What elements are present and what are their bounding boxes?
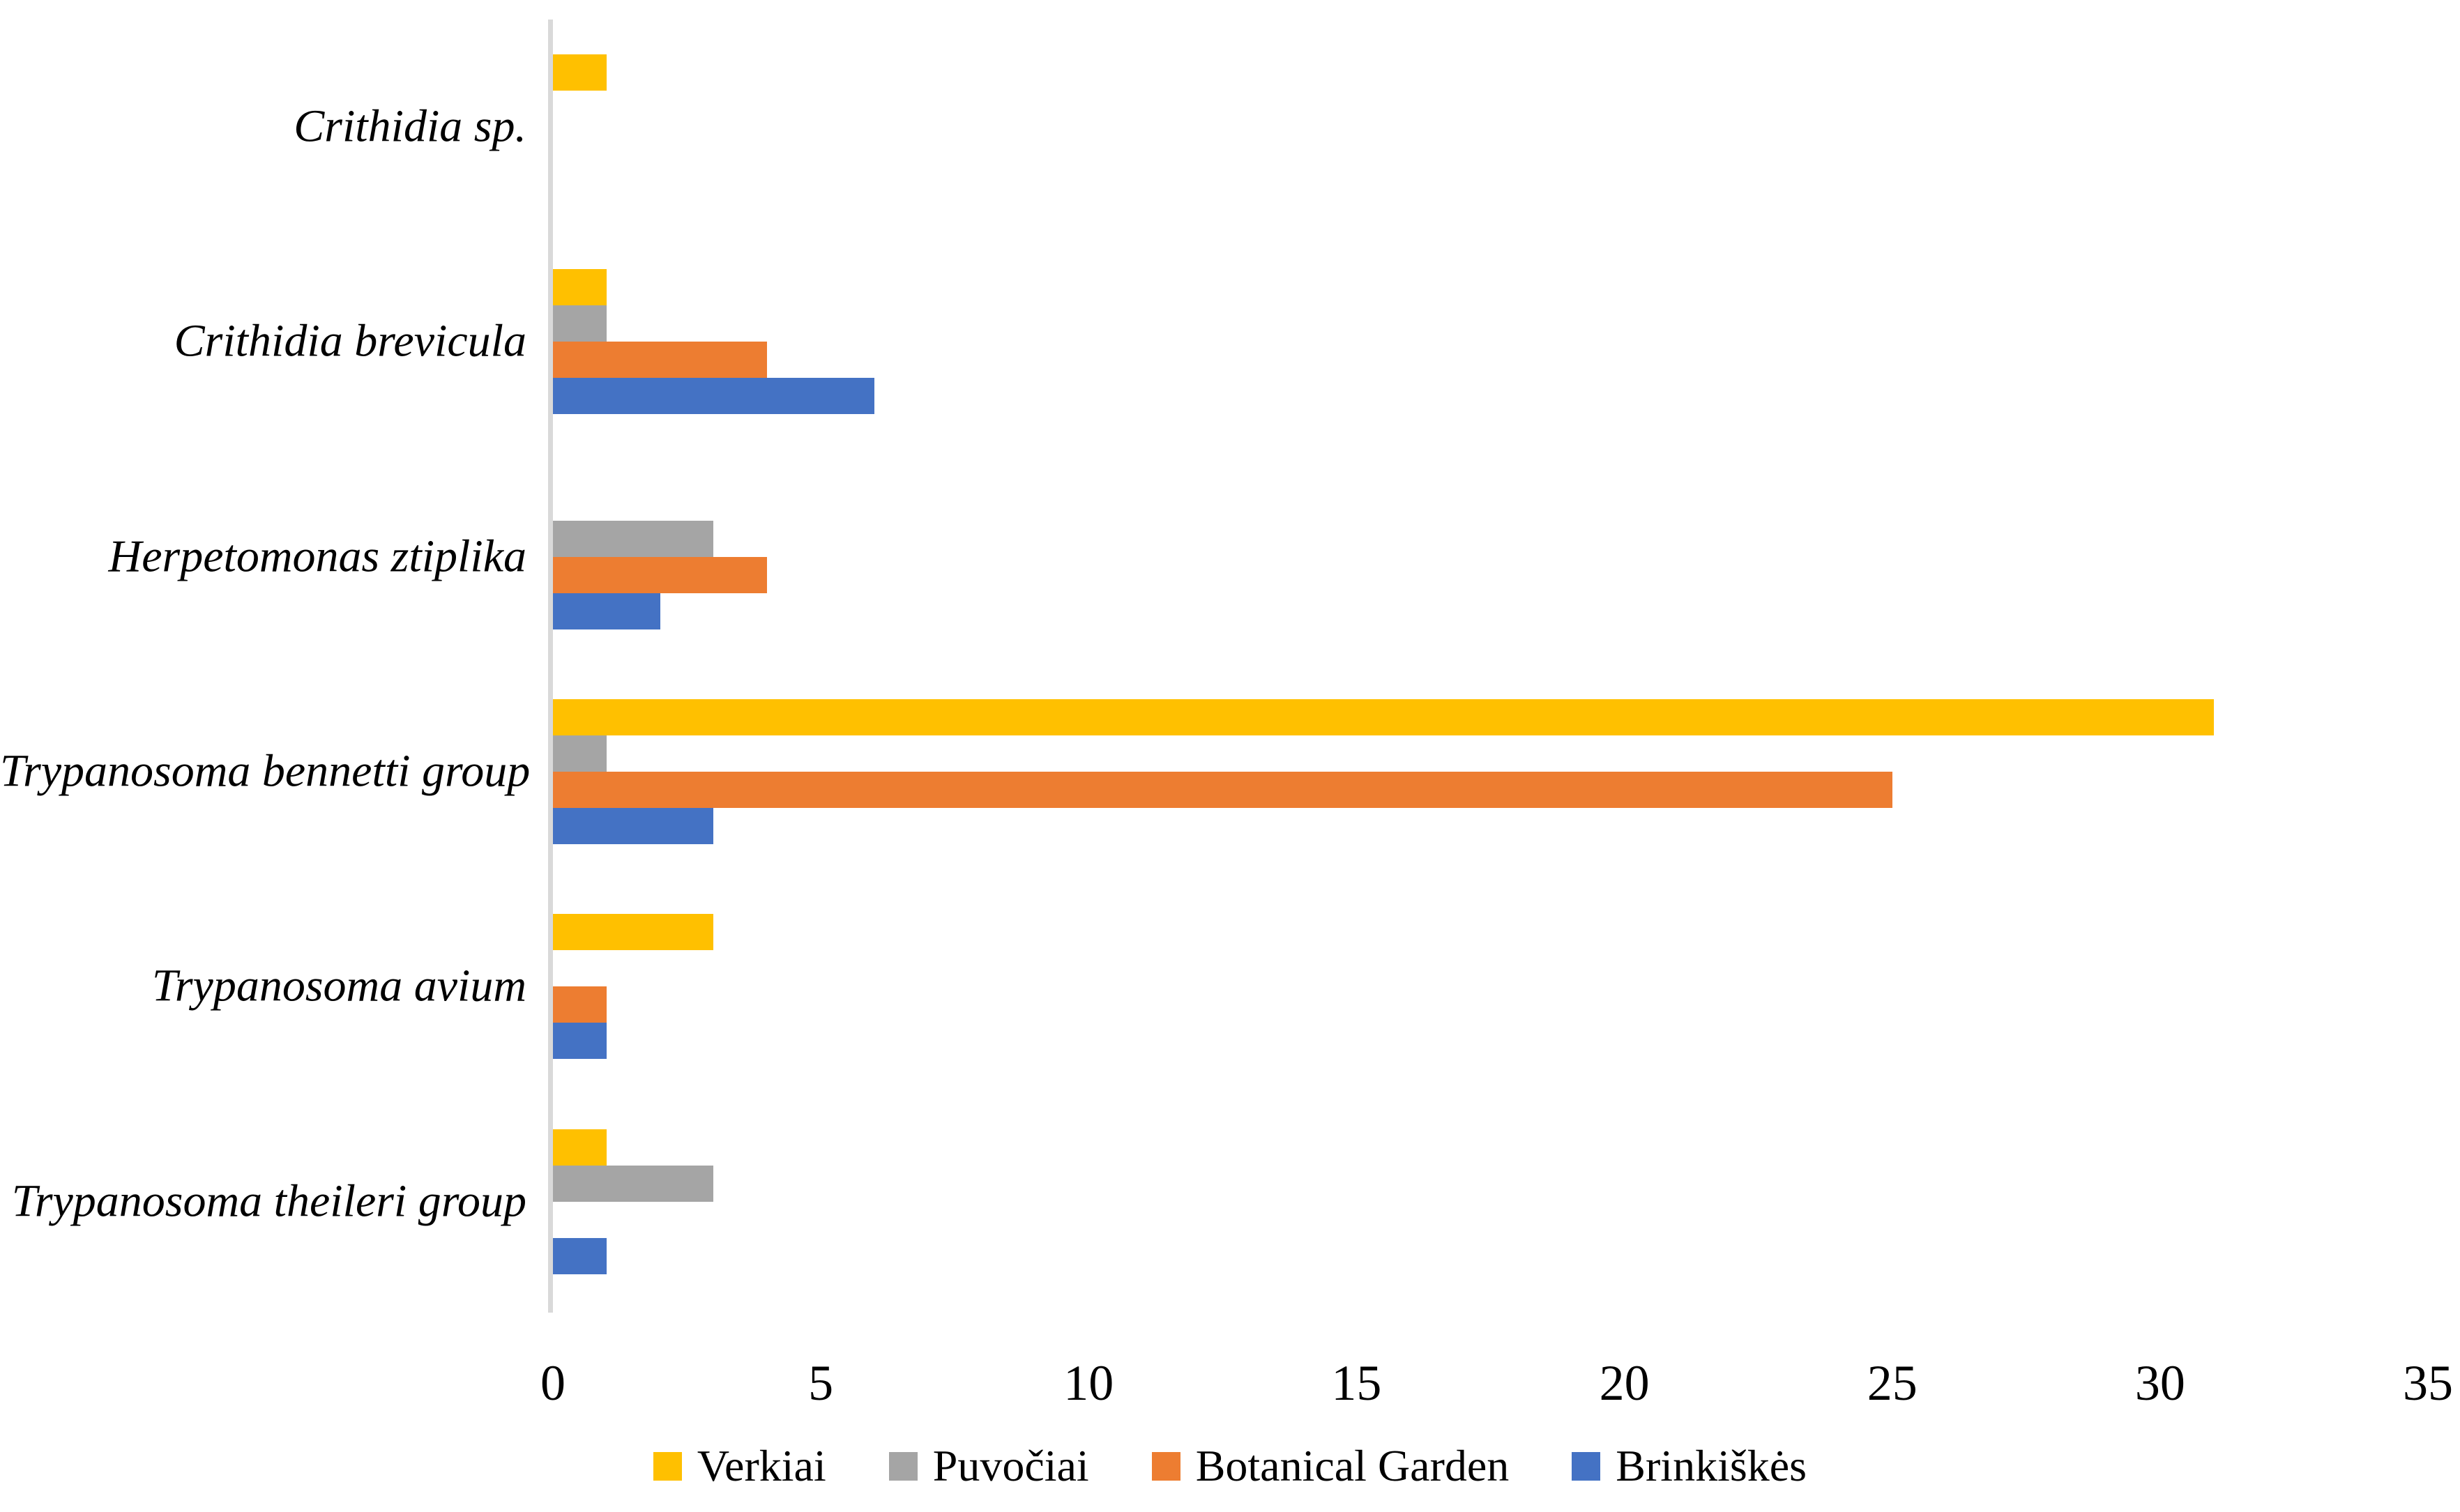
legend-item-puvo-iai: Puvočiai (888, 1440, 1089, 1492)
legend-item-botanical-garden: Botanical Garden (1151, 1440, 1510, 1492)
x-tick-35: 35 (2403, 1355, 2453, 1411)
bar-botanical-garden-crithidia-brevicula (553, 342, 768, 379)
x-tick-15: 15 (1331, 1355, 1382, 1411)
legend-item-verkiai: Verkiai (653, 1440, 826, 1492)
x-tick-0: 0 (540, 1355, 565, 1411)
bar-brinki-k-s-trypanosoma-avium (553, 1023, 607, 1060)
bar-verkiai-trypanosoma-avium (553, 914, 714, 951)
category-label-herpetomonas-ztiplika: Herpetomonas ztiplika (108, 530, 526, 582)
legend-swatch-icon-botanical-garden (1151, 1451, 1180, 1481)
bar-puvo-iai-trypanosoma-bennetti-group (553, 735, 607, 772)
bar-verkiai-trypanosoma-theileri-group (553, 1129, 607, 1166)
legend-swatch-icon-verkiai (653, 1451, 682, 1481)
bar-verkiai-crithidia-brevicula (553, 269, 607, 306)
y-axis-line (548, 20, 553, 1313)
legend-label-brinki-k-s: Brinkiškės (1616, 1441, 1807, 1490)
legend-label-puvo-iai: Puvočiai (932, 1441, 1089, 1490)
plot-area: Crithidia sp. Crithidia brevicula Herpetom… (0, 20, 2214, 1313)
legend-item-brinki-k-s: Brinkiškės (1572, 1440, 1807, 1492)
x-tick-20: 20 (1599, 1355, 1650, 1411)
bar-puvo-iai-crithidia-brevicula (553, 305, 607, 342)
category-label-trypanosoma-avium: Trypanosoma avium (151, 961, 526, 1012)
bar-verkiai-trypanosoma-bennetti-group (553, 699, 2214, 736)
bar-puvo-iai-herpetomonas-ztiplika (553, 520, 714, 557)
category-label-crithidia-sp: Crithidia sp. (294, 100, 526, 152)
x-tick-10: 10 (1063, 1355, 1114, 1411)
bar-verkiai-crithidia-sp (553, 54, 607, 91)
x-tick-30: 30 (2134, 1355, 2185, 1411)
legend: Verkiai Puvočiai Botanical Garden Brinkiškė… (0, 1440, 2460, 1492)
bar-brinki-k-s-trypanosoma-bennetti-group (553, 808, 714, 845)
bar-botanical-garden-herpetomonas-ztiplika (553, 556, 768, 593)
bar-botanical-garden-trypanosoma-avium (553, 986, 607, 1023)
x-tick-25: 25 (1867, 1355, 1918, 1411)
bar-brinki-k-s-crithidia-brevicula (553, 378, 874, 415)
legend-label-verkiai: Verkiai (697, 1441, 826, 1490)
legend-label-botanical-garden: Botanical Garden (1195, 1441, 1510, 1490)
legend-swatch-icon-brinki-k-s (1572, 1451, 1601, 1481)
bar-brinki-k-s-trypanosoma-theileri-group (553, 1237, 607, 1274)
bar-brinki-k-s-herpetomonas-ztiplika (553, 593, 660, 629)
bar-botanical-garden-trypanosoma-bennetti-group (553, 772, 1892, 809)
x-tick-5: 5 (808, 1355, 834, 1411)
category-label-crithidia-brevicula: Crithidia brevicula (174, 316, 526, 367)
category-label-trypanosoma-bennetti-group: Trypanosoma bennetti group (0, 745, 531, 797)
legend-swatch-icon-puvo-iai (888, 1451, 918, 1481)
bar-puvo-iai-trypanosoma-theileri-group (553, 1165, 714, 1202)
category-label-trypanosoma-theileri-group: Trypanosoma theileri group (11, 1175, 526, 1227)
